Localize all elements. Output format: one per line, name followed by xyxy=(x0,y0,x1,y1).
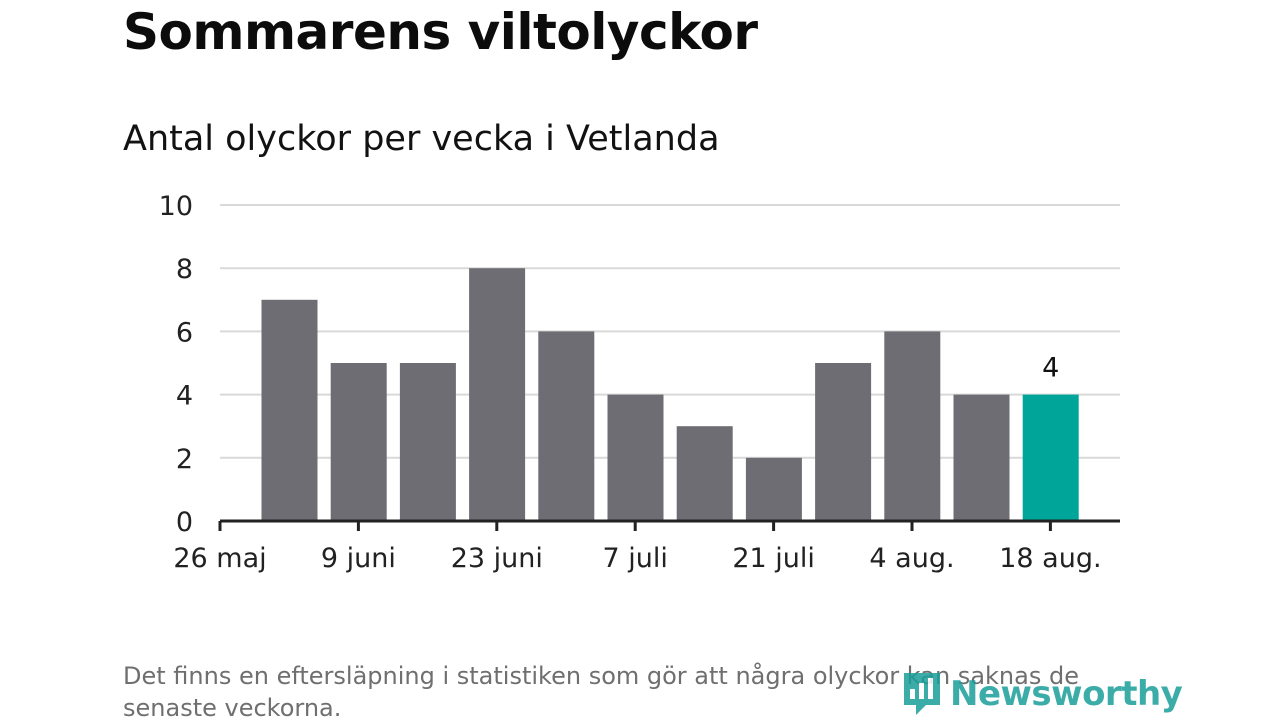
y-tick-label: 0 xyxy=(176,507,193,538)
y-tick-label: 8 xyxy=(176,254,193,285)
bar xyxy=(676,426,733,521)
bar xyxy=(330,363,387,521)
y-tick-label: 4 xyxy=(176,381,193,412)
bar xyxy=(884,331,941,521)
bar xyxy=(815,363,872,521)
data-label: 4 xyxy=(1042,353,1059,384)
y-tick-label: 2 xyxy=(176,444,193,475)
y-tick-label: 10 xyxy=(159,191,193,222)
chart-title: Sommarens viltolyckor xyxy=(123,3,758,61)
bar xyxy=(538,331,595,521)
y-tick-label: 6 xyxy=(176,317,193,348)
x-tick-label: 26 maj xyxy=(173,543,266,574)
bar xyxy=(399,363,456,521)
logo-text: Newsworthy xyxy=(950,674,1183,714)
bar xyxy=(745,457,802,521)
bar xyxy=(1022,394,1079,521)
x-tick-label: 23 juni xyxy=(451,543,543,574)
x-tick-label: 18 aug. xyxy=(999,543,1101,574)
bar xyxy=(607,394,664,521)
x-tick-label: 7 juli xyxy=(603,543,668,574)
bar xyxy=(469,268,526,521)
x-tick-label: 9 juni xyxy=(321,543,396,574)
newsworthy-logo-icon xyxy=(904,673,940,715)
newsworthy-logo: Newsworthy xyxy=(900,668,1183,720)
x-tick-label: 4 aug. xyxy=(869,543,954,574)
bar xyxy=(261,299,318,521)
chart-subtitle: Antal olyckor per vecka i Vetlanda xyxy=(123,119,720,159)
x-tick-label: 21 juli xyxy=(732,543,815,574)
bar xyxy=(953,394,1010,521)
